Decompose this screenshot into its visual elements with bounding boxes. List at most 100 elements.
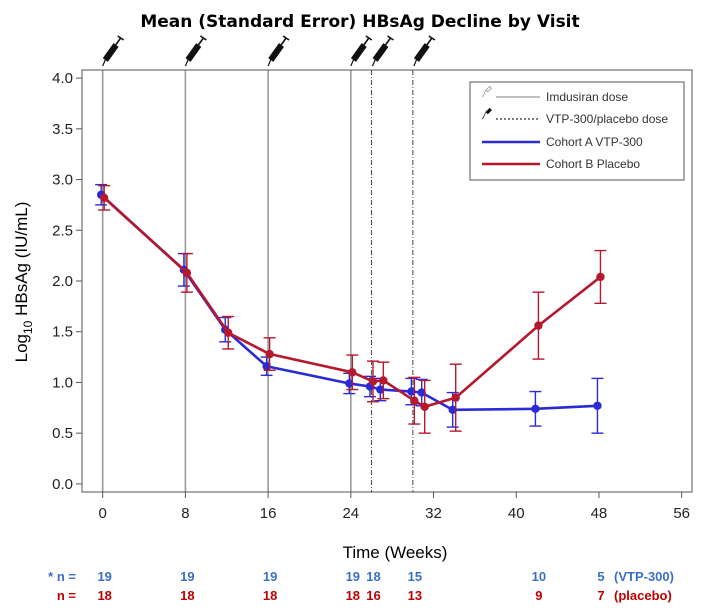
data-point: [99, 193, 109, 203]
data-point: [345, 379, 354, 388]
x-tick-label: 32: [425, 505, 442, 522]
syringe-plunger: [197, 37, 205, 46]
syringe-barrel: [268, 43, 284, 62]
syringe-needle: [413, 58, 418, 67]
n-value: 19: [263, 569, 277, 584]
y-tick-label: 1.0: [52, 374, 73, 391]
syringe-barrel: [372, 43, 389, 62]
y-axis: 0.0 0.5 1.0 1.5 2.0 2.5 3.0 3.5 4.0: [52, 70, 82, 493]
imdusiran-syringe-icon: [267, 35, 290, 67]
series-cohort-a: [95, 183, 604, 434]
n-value: 9: [535, 588, 542, 603]
syringe-plunger: [115, 37, 122, 46]
n-row-label: * n =: [48, 569, 76, 584]
legend-vtp-dose-label: VTP-300/placebo dose: [546, 112, 668, 126]
syringe-plunger: [426, 37, 433, 46]
x-tick-label: 16: [260, 505, 277, 522]
y-tick-label: 0.0: [52, 476, 73, 493]
syringe-barrel: [102, 43, 119, 62]
x-tick-label: 24: [342, 505, 359, 522]
n-value: 18: [366, 569, 380, 584]
x-tick-label: 56: [673, 505, 690, 522]
n-row-suffix: (VTP-300): [614, 569, 674, 584]
data-point: [448, 405, 457, 415]
n-row-label: n =: [57, 588, 77, 603]
data-point: [407, 387, 416, 396]
y-axis-label: Log10 HBsAg (IU/mL): [12, 202, 35, 363]
imdusiran-syringe-icon: [102, 35, 125, 67]
data-point: [451, 393, 460, 402]
n-row-suffix: (placebo): [614, 588, 672, 603]
data-point: [531, 404, 540, 414]
n-value: 19: [180, 569, 194, 584]
series-layer: [95, 183, 607, 434]
data-point: [379, 376, 388, 385]
syringe-needle: [184, 58, 189, 67]
syringe-barrel: [413, 43, 430, 62]
syringe-handle: [428, 35, 436, 41]
dose-lines: [101, 70, 414, 492]
n-row-vtp: * n = 19 19 19 19 18 15 10 5 (VTP-300): [48, 569, 674, 584]
data-point: [420, 402, 429, 411]
syringe-handle: [117, 35, 125, 41]
y-tick-label: 2.5: [52, 222, 73, 239]
legend-imdusiran-icon: [482, 85, 492, 98]
data-point: [593, 401, 602, 410]
syringe-needle: [371, 58, 377, 67]
y-tick-label: 1.5: [52, 324, 73, 341]
vtp300-syringe-icon: [413, 35, 436, 67]
syringe-needle: [350, 58, 355, 67]
n-value: 19: [97, 569, 111, 584]
imdusiran-syringe-icon: [184, 35, 207, 67]
syringe-barrel: [350, 43, 367, 62]
legend-vtp-dose-icon: [482, 107, 492, 120]
syringe-needle: [267, 58, 272, 67]
series-line: [103, 196, 602, 409]
data-point: [368, 377, 378, 386]
imdusiran-syringe-icon: [350, 35, 373, 67]
legend-cohort-a-label: Cohort A VTP-300: [546, 135, 643, 149]
syringe-plunger: [384, 37, 392, 46]
syringe-handle: [365, 35, 373, 41]
data-point: [224, 328, 233, 337]
x-axis: 0 8 16 24 32 40 48 56: [99, 492, 690, 522]
n-value: 18: [97, 588, 111, 603]
syringe-handle: [387, 35, 394, 41]
dose-markers: [102, 35, 436, 67]
data-point: [265, 349, 274, 359]
n-value: 18: [263, 588, 277, 603]
n-value: 5: [597, 569, 604, 584]
legend: Imdusiran dose VTP-300/placebo dose Coho…: [469, 81, 685, 181]
syringe-plunger: [280, 37, 287, 46]
n-value: 10: [532, 569, 546, 584]
x-tick-label: 48: [591, 505, 608, 522]
n-value: 18: [180, 588, 194, 603]
n-value: 13: [408, 588, 422, 603]
n-row-placebo: n = 18 18 18 18 16 13 9 7 (placebo): [57, 588, 672, 603]
data-point: [534, 321, 543, 330]
n-value: 18: [346, 588, 360, 603]
syringe-handle: [199, 35, 207, 41]
y-tick-label: 3.0: [52, 172, 73, 189]
y-tick-label: 0.5: [52, 425, 73, 442]
y-tick-label: 2.0: [52, 273, 73, 290]
n-value: 19: [346, 569, 360, 584]
data-point: [348, 368, 357, 377]
chart-title: Mean (Standard Error) HBsAg Decline by V…: [140, 12, 579, 32]
vtp300-syringe-icon: [371, 35, 394, 67]
legend-cohort-b-label: Cohort B Placebo: [546, 157, 640, 171]
syringe-plunger: [363, 37, 370, 46]
data-point: [262, 362, 271, 371]
data-point: [182, 268, 192, 278]
x-tick-label: 8: [181, 505, 189, 522]
y-tick-label: 4.0: [52, 70, 73, 87]
data-point: [596, 272, 605, 282]
y-tick-label: 3.5: [52, 121, 73, 138]
n-value: 16: [366, 588, 380, 603]
syringe-needle: [102, 58, 107, 67]
data-point: [410, 396, 419, 405]
n-value: 7: [597, 588, 604, 603]
series-cohort-b: [98, 184, 607, 434]
x-tick-label: 40: [508, 505, 525, 522]
